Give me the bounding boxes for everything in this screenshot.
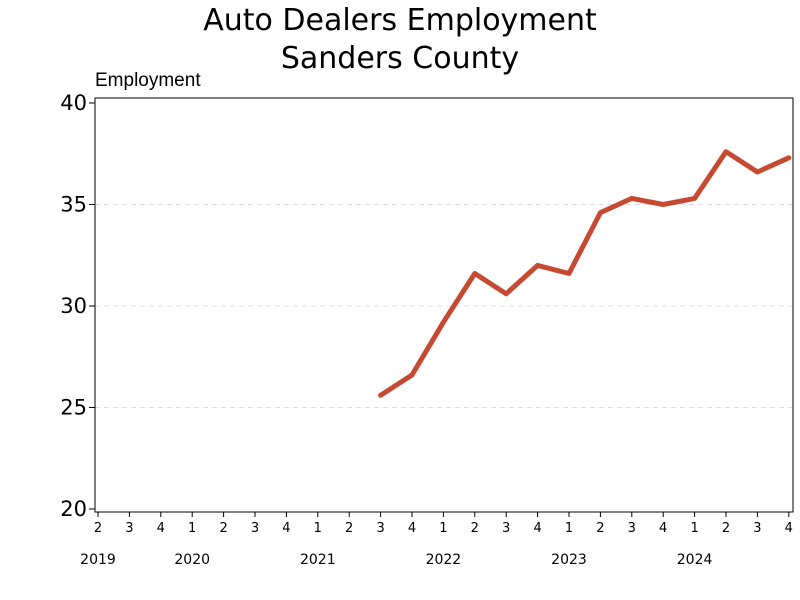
- x-tick-label: 1: [188, 521, 196, 536]
- x-tick-label: 2: [471, 521, 479, 536]
- x-tick-label: 4: [659, 521, 667, 536]
- y-tick-label: 40: [60, 91, 87, 115]
- series-group: [378, 149, 792, 398]
- y-axis: 20 25 30 35 40: [60, 91, 95, 521]
- x-year-label: 2019: [80, 552, 116, 568]
- x-tick-label: 2: [722, 521, 730, 536]
- data-point: [630, 196, 634, 200]
- x-tick-label: 3: [502, 521, 510, 536]
- data-point: [755, 170, 759, 174]
- y-tick-label: 25: [60, 396, 87, 420]
- data-point: [379, 393, 383, 397]
- x-tick-label: 2: [596, 521, 604, 536]
- gridlines: [95, 204, 793, 408]
- y-tick-label: 30: [60, 294, 87, 318]
- x-year-label: 2024: [677, 552, 713, 568]
- plot-area: [94, 97, 794, 513]
- data-point: [567, 272, 571, 276]
- x-tick-label: 4: [282, 521, 290, 536]
- x-tick-label: 4: [408, 521, 416, 536]
- data-point: [410, 373, 414, 377]
- data-point: [724, 150, 728, 154]
- y-tick-label: 20: [60, 497, 87, 521]
- x-tick-label: 1: [439, 521, 447, 536]
- y-tick-label: 35: [60, 193, 87, 217]
- data-point: [441, 320, 445, 324]
- data-point: [787, 156, 791, 160]
- x-tick-label: 3: [628, 521, 636, 536]
- x-tick-label: 1: [690, 521, 698, 536]
- x-tick-label: 2: [219, 521, 227, 536]
- x-year-label: 2020: [174, 552, 210, 568]
- x-axis: 2 3 4 1 2 3 4 1 2 3 4 1 2 3 4 1 2 3 4 1 2 3 4 2019 2020 2021 2022 2…: [80, 512, 793, 568]
- y-axis-label: Employment: [95, 70, 201, 91]
- x-tick-label: 1: [314, 521, 322, 536]
- x-tick-label: 4: [533, 521, 541, 536]
- x-tick-label: 2: [345, 521, 353, 536]
- x-tick-label: 3: [125, 521, 133, 536]
- series-line: [378, 149, 792, 398]
- x-tick-label: 3: [251, 521, 259, 536]
- data-point: [504, 292, 508, 296]
- x-tick-label: 3: [753, 521, 761, 536]
- x-tick-label: 4: [157, 521, 165, 536]
- data-point: [536, 263, 540, 267]
- x-year-label: 2023: [551, 552, 587, 568]
- chart-title: Auto Dealers Employment: [203, 3, 597, 38]
- x-tick-label: 2: [94, 521, 102, 536]
- x-tick-label: 4: [785, 521, 793, 536]
- chart-subtitle: Sanders County: [281, 41, 519, 76]
- data-point: [473, 272, 477, 276]
- x-year-label: 2021: [300, 552, 336, 568]
- data-point: [693, 196, 697, 200]
- x-tick-label: 3: [376, 521, 384, 536]
- x-tick-label: 1: [565, 521, 573, 536]
- data-point: [598, 211, 602, 215]
- data-point: [661, 203, 665, 206]
- x-year-label: 2022: [426, 552, 462, 568]
